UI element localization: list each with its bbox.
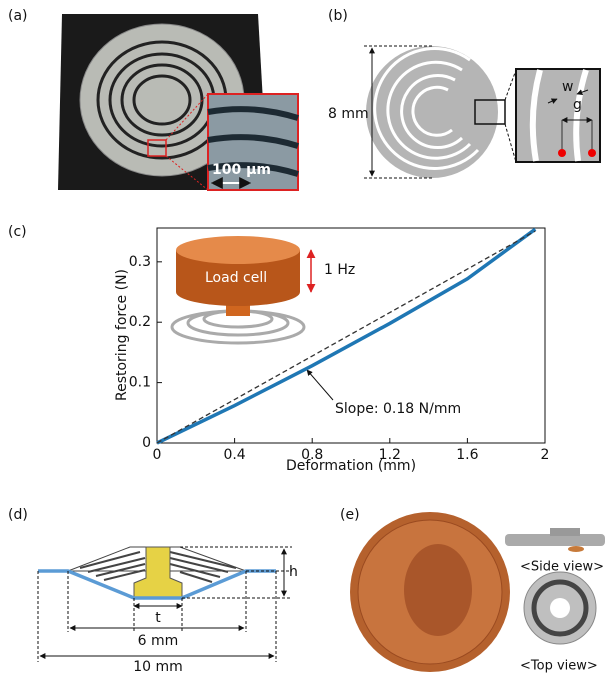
y-axis-label: Restoring force (N): [114, 269, 130, 401]
annotation-arrow: [307, 370, 333, 400]
width-label: w: [562, 79, 573, 95]
x-tick-label: 2: [541, 447, 550, 463]
annotation: Slope: 0.18 N/mm: [335, 401, 461, 417]
thickness-label: t: [155, 610, 161, 626]
panel-b: 8 mm w g: [328, 46, 600, 178]
chart: Load cell 1 Hz Slope: 0.18 N/mm Deformat…: [114, 228, 549, 474]
panel-d: h t 6 mm 10 mm: [38, 547, 298, 675]
x-tick-label: 0: [153, 447, 162, 463]
x-tick-label: 1.2: [379, 447, 401, 463]
y-tick-label: 0.1: [129, 375, 151, 391]
panel-label: (a): [8, 8, 28, 24]
panel-a: 100 μm: [58, 14, 298, 190]
y-tick-label: 0.2: [129, 314, 151, 330]
y-tick-label: 0.3: [129, 254, 151, 270]
panel-label: (d): [8, 507, 28, 523]
load-cell-illustration: [172, 236, 311, 343]
x-tick-label: 0.4: [223, 447, 245, 463]
diameter-label: 8 mm: [328, 106, 369, 122]
scale-bar-label: 100 μm: [212, 162, 271, 178]
panel-label: (e): [340, 507, 360, 523]
panel-label: (c): [8, 224, 27, 240]
x-tick-label: 0.8: [301, 447, 323, 463]
panel-label: (b): [328, 8, 348, 24]
x-tick-label: 1.6: [456, 447, 478, 463]
annotation: 1 Hz: [324, 262, 355, 278]
y-tick-label: 0: [142, 435, 151, 451]
annotation: Load cell: [205, 270, 267, 286]
height-label: h: [289, 564, 298, 580]
inner-diameter-label: 6 mm: [138, 633, 179, 649]
top-view-label: <Top view>: [520, 659, 598, 674]
gap-label: g: [573, 97, 582, 113]
figure: (a) (b) (c) (d) (e) 100 μm: [0, 0, 605, 677]
outer-diameter-label: 10 mm: [133, 659, 183, 675]
panel-e: <Side view> <Top view>: [350, 512, 605, 674]
